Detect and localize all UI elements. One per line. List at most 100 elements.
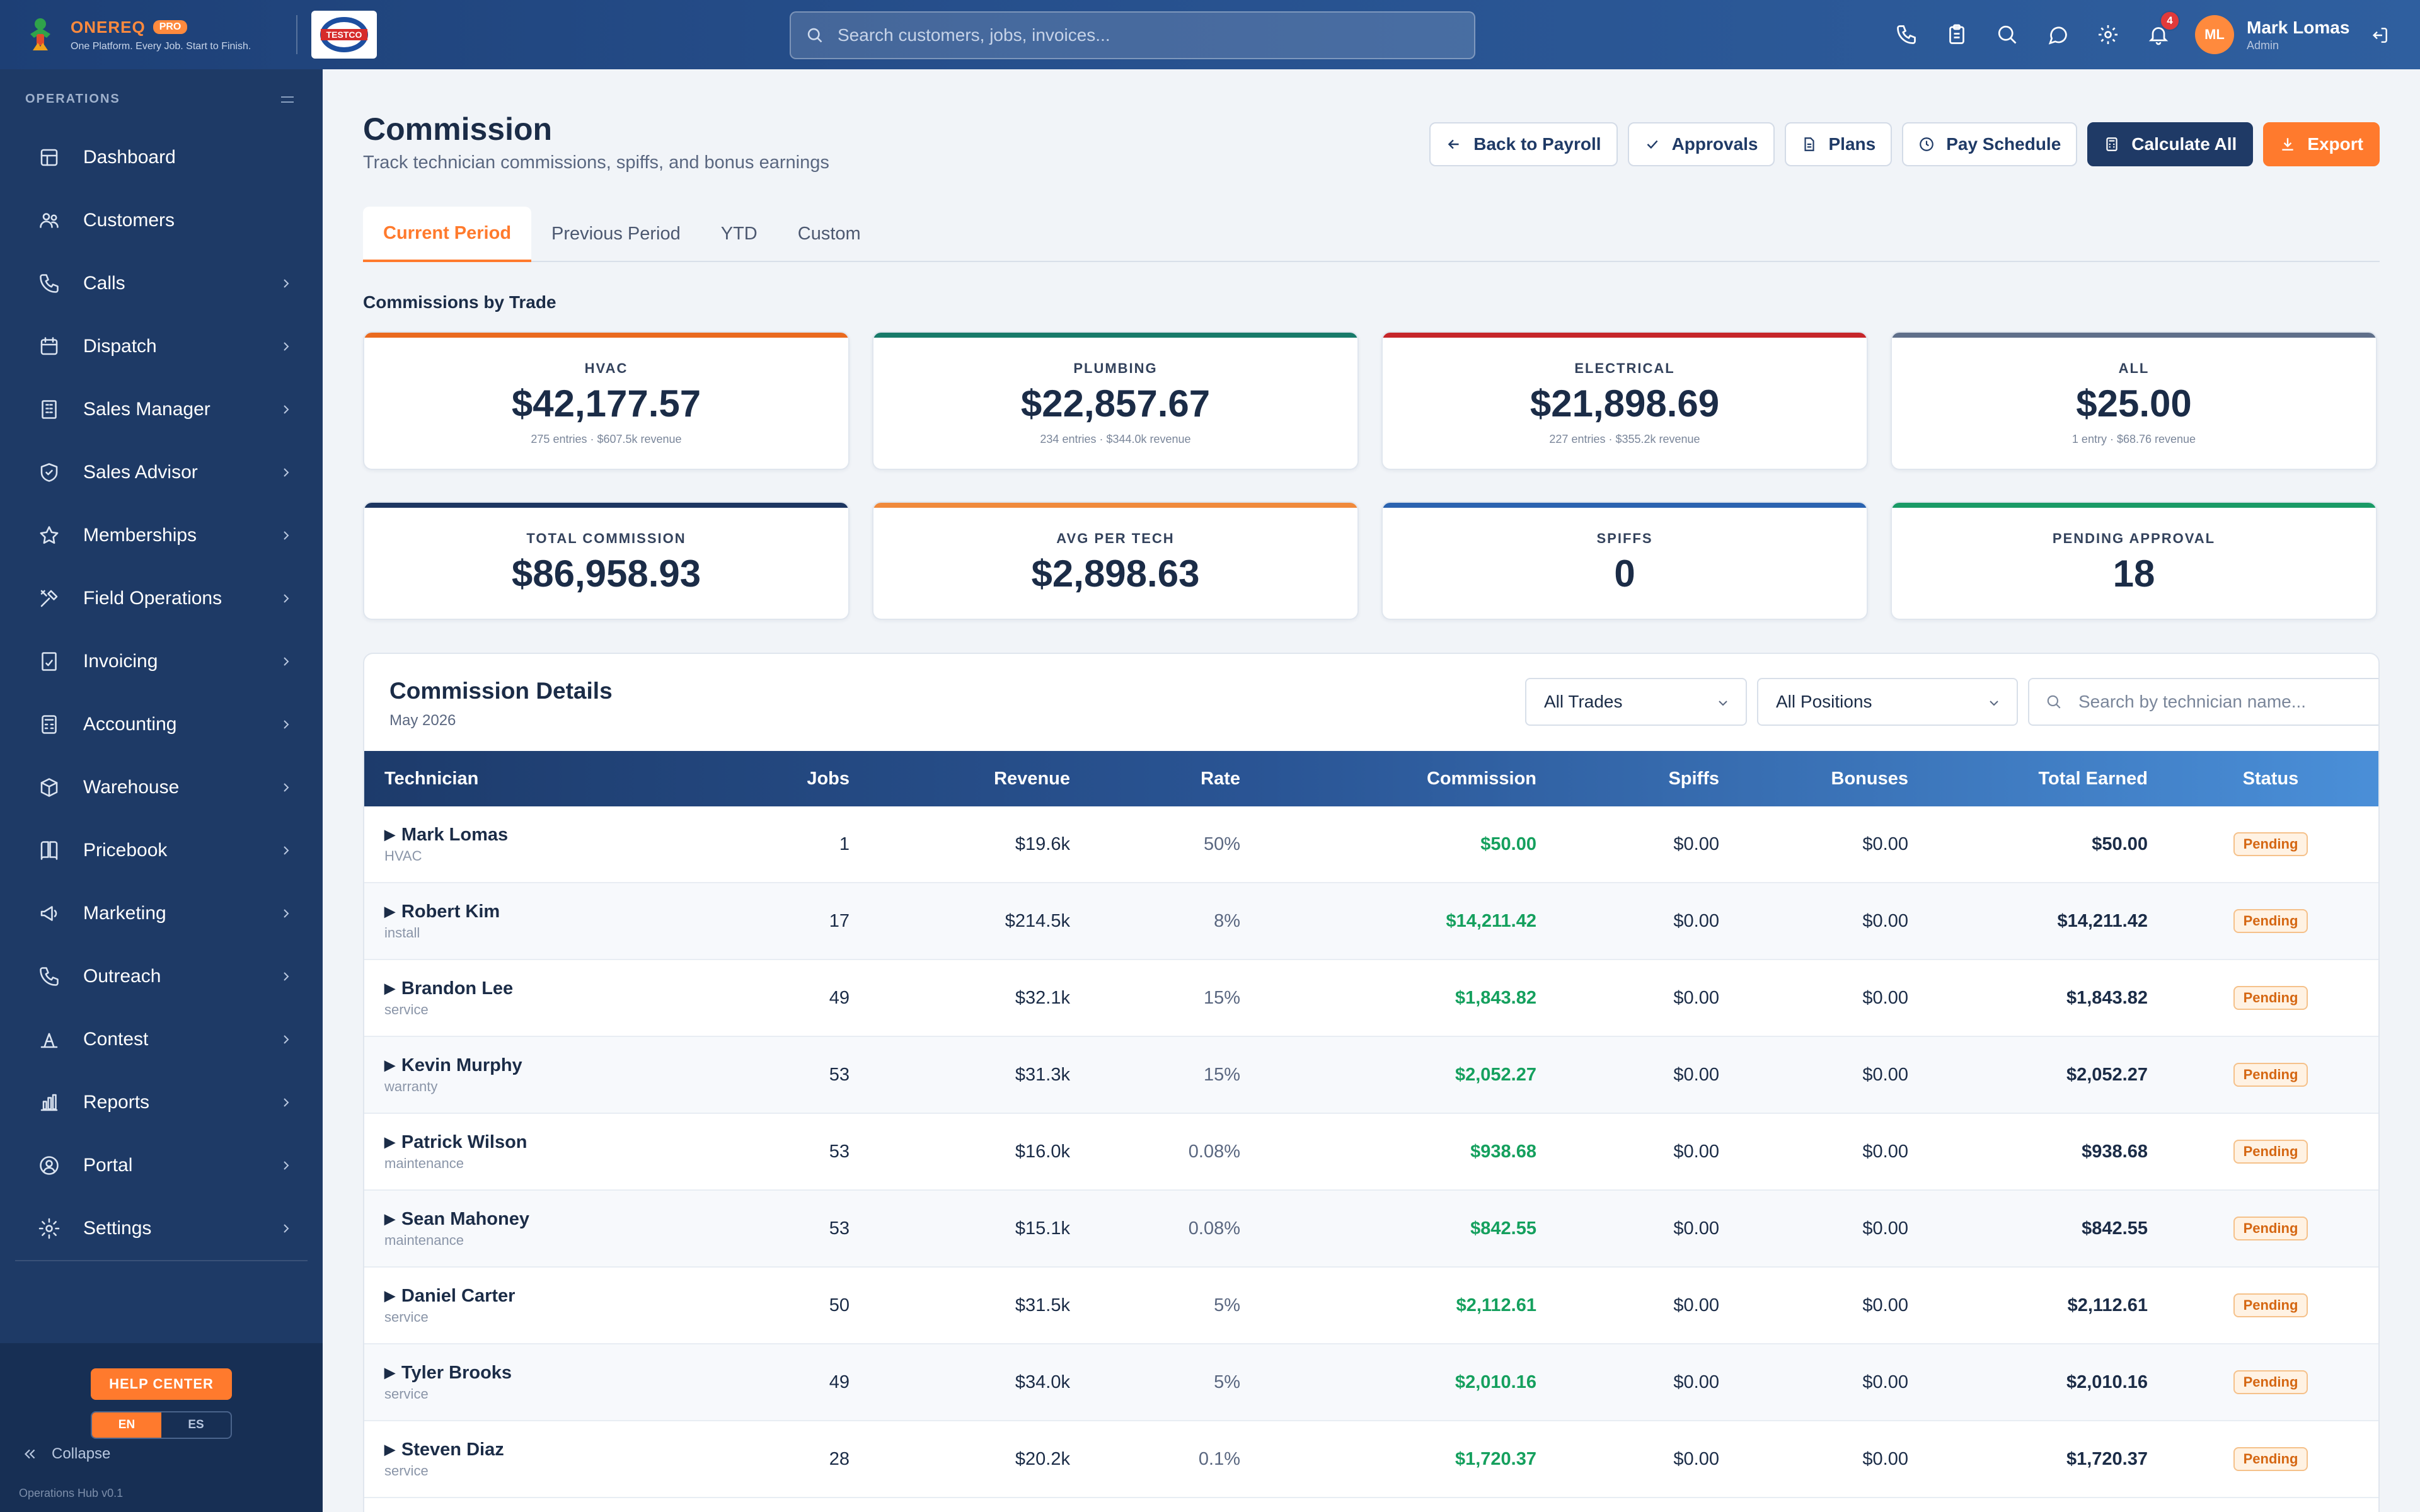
expand-caret-icon[interactable]: ▶	[384, 1211, 395, 1227]
lang-es-button[interactable]: ES	[188, 1418, 204, 1431]
export-button[interactable]: Export	[2263, 122, 2380, 166]
column-header-technician[interactable]: Technician	[384, 768, 479, 789]
company-logo[interactable]: TESTCO	[311, 11, 377, 59]
user-menu[interactable]: ML Mark Lomas Admin	[2195, 15, 2349, 54]
status-badge[interactable]: Pending	[2233, 1217, 2308, 1240]
search-icon[interactable]	[1995, 18, 2020, 51]
technician-name[interactable]: ▶ Patrick Wilson	[384, 1132, 527, 1153]
status-badge[interactable]: Pending	[2233, 1293, 2308, 1317]
sidebar-item-customers[interactable]: Customers	[0, 189, 323, 252]
bell-icon[interactable]: 4	[2146, 11, 2180, 51]
status-badge[interactable]: Pending	[2233, 986, 2308, 1010]
column-header-status[interactable]: Status	[2242, 768, 2299, 789]
sidebar-item-warehouse[interactable]: Warehouse	[0, 756, 323, 819]
trade-card-hvac[interactable]: HVAC $42,177.57 275 entries · $607.5k re…	[363, 331, 850, 470]
technician-search-input[interactable]	[2078, 692, 2378, 712]
expand-caret-icon[interactable]: ▶	[384, 1288, 395, 1303]
technician-name[interactable]: ▶ Kevin Murphy	[384, 1055, 522, 1076]
expand-caret-icon[interactable]: ▶	[384, 1134, 395, 1150]
status-badge[interactable]: Pending	[2233, 1370, 2308, 1394]
tab-previous-period[interactable]: Previous Period	[551, 223, 681, 244]
technician-name[interactable]: ▶ Daniel Carter	[384, 1286, 515, 1307]
tab-custom[interactable]: Custom	[797, 223, 861, 244]
technician-name[interactable]: ▶ Mark Lomas	[384, 825, 508, 845]
column-header-spiffs[interactable]: Spiffs	[1668, 768, 1719, 789]
technician-name[interactable]: ▶ Tyler Brooks	[384, 1363, 512, 1383]
plans-button[interactable]: Plans	[1784, 122, 1893, 166]
column-header-bonuses[interactable]: Bonuses	[1831, 768, 1908, 789]
sidebar-item-calls[interactable]: Calls	[0, 252, 323, 315]
status-badge[interactable]: Pending	[2233, 1447, 2308, 1471]
brand[interactable]: ONEREQ PRO One Platform. Every Job. Start…	[0, 0, 296, 69]
expand-caret-icon[interactable]: ▶	[384, 1365, 395, 1380]
sidebar-item-outreach[interactable]: Outreach	[0, 945, 323, 1008]
help-center-button[interactable]: HELP CENTER	[91, 1368, 232, 1400]
sidebar-item-invoicing[interactable]: Invoicing	[0, 630, 323, 693]
phone-icon[interactable]	[1894, 18, 1919, 51]
table-row[interactable]: ▶ Brandon Lee service 49 $32.1k 15% $1,843.8…	[364, 960, 2378, 1037]
expand-caret-icon[interactable]: ▶	[384, 1441, 395, 1457]
section-collapse-icon[interactable]	[280, 94, 295, 105]
sidebar-item-portal[interactable]: Portal	[0, 1134, 323, 1197]
chat-icon[interactable]	[2045, 18, 2070, 51]
sidebar-item-settings[interactable]: Settings	[0, 1197, 323, 1260]
trade-card-electrical[interactable]: ELECTRICAL $21,898.69 227 entries · $355…	[1381, 331, 1868, 470]
collapse-sidebar-button[interactable]: Collapse	[21, 1445, 110, 1463]
column-header-total-earned[interactable]: Total Earned	[2038, 768, 2148, 789]
sidebar-item-contest[interactable]: Contest	[0, 1008, 323, 1071]
sidebar-item-accounting[interactable]: Accounting	[0, 693, 323, 756]
global-search-input[interactable]	[838, 25, 1405, 45]
sidebar-item-field-operations[interactable]: Field Operations	[0, 567, 323, 630]
trade-filter-select[interactable]: All Trades	[1525, 678, 1747, 726]
back-to-payroll-button[interactable]: Back to Payroll	[1429, 122, 1618, 166]
expand-caret-icon[interactable]: ▶	[384, 827, 395, 842]
technician-search[interactable]	[2028, 678, 2378, 726]
approvals-button[interactable]: Approvals	[1627, 122, 1775, 166]
table-row[interactable]: ▶ Mark Lomas HVAC 1 $19.6k 50% $50.00 $0.00 $0…	[364, 806, 2378, 883]
status-badge[interactable]: Pending	[2233, 909, 2308, 933]
rate-cell: 0.08%	[1188, 1141, 1240, 1162]
lang-en-button[interactable]: EN	[92, 1412, 161, 1438]
technician-name[interactable]: ▶ Steven Diaz	[384, 1440, 504, 1460]
table-row[interactable]: ▶ Sean Mahoney maintenance 53 $15.1k 0.08% $…	[364, 1191, 2378, 1268]
trade-card-all[interactable]: ALL $25.00 1 entry · $68.76 revenue	[1891, 331, 2377, 470]
technician-name[interactable]: ▶ Robert Kim	[384, 902, 500, 922]
calculate-all-button[interactable]: Calculate All	[2087, 122, 2254, 166]
global-search[interactable]	[790, 11, 1475, 59]
tab-ytd[interactable]: YTD	[720, 223, 758, 244]
technician-name[interactable]: ▶ Brandon Lee	[384, 978, 513, 999]
expand-caret-icon[interactable]: ▶	[384, 903, 395, 919]
sidebar-item-dashboard[interactable]: Dashboard	[0, 126, 323, 189]
table-row[interactable]: ▶ Daniel Carter service 50 $31.5k 5% $2,112.…	[364, 1268, 2378, 1344]
clipboard-icon[interactable]	[1944, 18, 1969, 51]
sidebar-item-sales-advisor[interactable]: Sales Advisor	[0, 441, 323, 504]
position-filter-select[interactable]: All Positions	[1757, 678, 2018, 726]
trade-card-plumbing[interactable]: PLUMBING $22,857.67 234 entries · $344.0…	[872, 331, 1359, 470]
logout-icon[interactable]	[2370, 25, 2390, 45]
card-value: 18	[2112, 553, 2155, 595]
status-badge[interactable]: Pending	[2233, 832, 2308, 856]
column-header-commission[interactable]: Commission	[1426, 768, 1536, 789]
sidebar-item-reports[interactable]: Reports	[0, 1071, 323, 1134]
sidebar-item-pricebook[interactable]: Pricebook	[0, 819, 323, 882]
sidebar-item-dispatch[interactable]: Dispatch	[0, 315, 323, 378]
tab-current-period[interactable]: Current Period	[363, 207, 532, 262]
table-row[interactable]: ▶ Robert Kim install 17 $214.5k 8% $14,211.4…	[364, 883, 2378, 960]
expand-caret-icon[interactable]: ▶	[384, 980, 395, 996]
table-row[interactable]: ▶ Steven Diaz service 28 $20.2k 0.1% $1,720.…	[364, 1421, 2378, 1498]
table-row[interactable]: ▶ Kevin Murphy warranty 53 $31.3k 15% $2,052…	[364, 1037, 2378, 1114]
sidebar-item-sales-manager[interactable]: Sales Manager	[0, 378, 323, 441]
sidebar-item-marketing[interactable]: Marketing	[0, 882, 323, 945]
table-row[interactable]: ▶ Patrick Wilson maintenance 53 $16.0k 0.08…	[364, 1114, 2378, 1191]
column-header-revenue[interactable]: Revenue	[994, 768, 1070, 789]
status-badge[interactable]: Pending	[2233, 1140, 2308, 1164]
technician-name[interactable]: ▶ Sean Mahoney	[384, 1209, 529, 1230]
table-row[interactable]: ▶ Tyler Brooks service 49 $34.0k 5% $2,010.1…	[364, 1344, 2378, 1421]
column-header-jobs[interactable]: Jobs	[807, 768, 850, 789]
sidebar-item-memberships[interactable]: Memberships	[0, 504, 323, 567]
expand-caret-icon[interactable]: ▶	[384, 1057, 395, 1073]
column-header-rate[interactable]: Rate	[1201, 768, 1240, 789]
status-badge[interactable]: Pending	[2233, 1063, 2308, 1087]
pay-schedule-button[interactable]: Pay Schedule	[1902, 122, 2078, 166]
gear-icon[interactable]	[2095, 18, 2121, 51]
